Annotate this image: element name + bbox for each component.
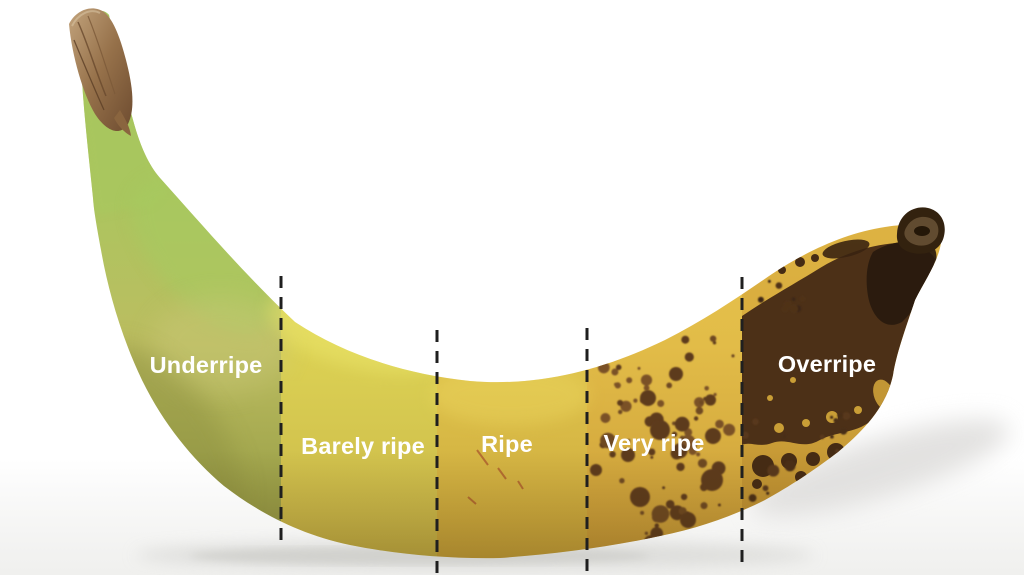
banana-spot bbox=[684, 352, 694, 362]
banana-spot bbox=[640, 374, 653, 386]
banana-spot bbox=[626, 377, 633, 384]
banana-spot bbox=[699, 400, 704, 405]
banana-blossom-end bbox=[896, 207, 945, 254]
banana-spot bbox=[842, 412, 851, 420]
banana-spot bbox=[626, 439, 631, 443]
banana-spot bbox=[709, 335, 717, 342]
banana-spot bbox=[731, 354, 735, 358]
banana-spot bbox=[757, 296, 764, 303]
banana-spot bbox=[830, 415, 834, 419]
stage-label-barely-ripe: Barely ripe bbox=[301, 433, 425, 459]
banana-spot bbox=[618, 409, 623, 415]
banana-spot bbox=[833, 418, 839, 423]
banana-spot bbox=[704, 394, 717, 406]
banana-spot bbox=[611, 368, 619, 376]
banana-spot bbox=[693, 416, 699, 421]
stage-label-underripe: Underripe bbox=[150, 352, 263, 378]
banana-spot bbox=[637, 366, 641, 370]
banana-spot bbox=[783, 300, 792, 309]
banana-spot bbox=[666, 382, 673, 389]
banana-spot bbox=[614, 382, 621, 389]
banana-spot bbox=[694, 397, 705, 408]
banana-spot bbox=[671, 431, 678, 437]
banana-spot bbox=[695, 406, 704, 415]
banana-spot bbox=[715, 419, 724, 429]
banana-spot bbox=[775, 282, 783, 289]
stage-labels: Underripe Barely ripe Ripe Very ripe Ove… bbox=[150, 351, 876, 459]
banana-spot bbox=[830, 434, 834, 439]
banana-spot bbox=[674, 416, 690, 432]
banana-spot bbox=[713, 392, 717, 397]
stage-label-overripe: Overripe bbox=[778, 351, 876, 377]
banana-spot bbox=[839, 427, 848, 435]
banana-spot bbox=[791, 297, 796, 302]
banana-spot bbox=[742, 431, 749, 439]
banana-spot bbox=[643, 385, 650, 391]
stage-label-very-ripe: Very ripe bbox=[603, 430, 704, 456]
banana-spot bbox=[752, 418, 759, 426]
banana-spot bbox=[615, 364, 622, 371]
banana-spot bbox=[799, 295, 806, 302]
banana-spot bbox=[617, 399, 624, 406]
banana-spot bbox=[600, 413, 611, 423]
banana-spot bbox=[633, 398, 638, 403]
banana-spot bbox=[723, 423, 736, 436]
banana-spot bbox=[681, 335, 690, 344]
banana-spot bbox=[781, 433, 787, 440]
stage-dividers bbox=[279, 276, 744, 575]
banana-spot bbox=[837, 412, 844, 419]
banana-spot bbox=[789, 304, 799, 313]
banana-spot bbox=[620, 400, 632, 412]
stage-label-ripe: Ripe bbox=[481, 431, 533, 457]
banana-spot bbox=[657, 400, 665, 407]
banana-spot bbox=[767, 279, 771, 283]
banana-spot bbox=[600, 432, 616, 449]
banana-spot bbox=[679, 435, 685, 441]
banana-spot bbox=[819, 434, 825, 440]
banana-stem-tip bbox=[69, 8, 133, 136]
banana-spot bbox=[704, 386, 709, 391]
